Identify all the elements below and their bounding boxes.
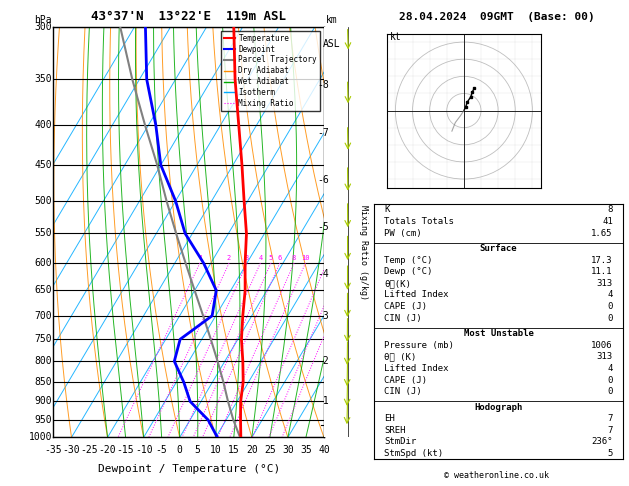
Text: K: K bbox=[384, 206, 389, 214]
Text: Hodograph: Hodograph bbox=[474, 403, 523, 412]
Text: Mixing Ratio (g/kg): Mixing Ratio (g/kg) bbox=[359, 205, 367, 300]
Text: 40: 40 bbox=[318, 445, 330, 455]
Text: 35: 35 bbox=[300, 445, 312, 455]
Text: 1006: 1006 bbox=[591, 341, 613, 350]
Text: 10: 10 bbox=[301, 255, 309, 261]
Legend: Temperature, Dewpoint, Parcel Trajectory, Dry Adiabat, Wet Adiabat, Isotherm, Mi: Temperature, Dewpoint, Parcel Trajectory… bbox=[221, 31, 320, 111]
Text: -5: -5 bbox=[317, 222, 329, 232]
Text: 350: 350 bbox=[35, 74, 52, 84]
Text: Lifted Index: Lifted Index bbox=[384, 364, 448, 373]
Text: CAPE (J): CAPE (J) bbox=[384, 376, 427, 384]
Text: 30: 30 bbox=[282, 445, 294, 455]
Text: -20: -20 bbox=[99, 445, 116, 455]
Text: 300: 300 bbox=[35, 22, 52, 32]
Text: 313: 313 bbox=[597, 352, 613, 362]
Text: 900: 900 bbox=[35, 397, 52, 406]
Text: 7: 7 bbox=[608, 414, 613, 423]
Text: θᴜ (K): θᴜ (K) bbox=[384, 352, 416, 362]
Text: 11.1: 11.1 bbox=[591, 267, 613, 277]
Text: 17.3: 17.3 bbox=[591, 256, 613, 265]
Text: -25: -25 bbox=[81, 445, 98, 455]
Text: 6: 6 bbox=[277, 255, 282, 261]
Text: 0: 0 bbox=[608, 313, 613, 323]
Text: 750: 750 bbox=[35, 334, 52, 344]
Text: 2: 2 bbox=[227, 255, 231, 261]
Text: EH: EH bbox=[384, 414, 395, 423]
Text: 1: 1 bbox=[198, 255, 202, 261]
Text: 15: 15 bbox=[228, 445, 240, 455]
Text: 600: 600 bbox=[35, 258, 52, 268]
Text: 500: 500 bbox=[35, 196, 52, 206]
Text: -8: -8 bbox=[317, 80, 329, 90]
Text: -5: -5 bbox=[156, 445, 167, 455]
Text: Most Unstable: Most Unstable bbox=[464, 329, 533, 338]
Text: -30: -30 bbox=[63, 445, 81, 455]
Text: 8: 8 bbox=[608, 206, 613, 214]
Text: -15: -15 bbox=[117, 445, 135, 455]
Text: 0: 0 bbox=[177, 445, 182, 455]
Text: Lifted Index: Lifted Index bbox=[384, 291, 448, 299]
Text: ASL: ASL bbox=[323, 39, 341, 49]
Text: 313: 313 bbox=[597, 279, 613, 288]
Text: θᴜ(K): θᴜ(K) bbox=[384, 279, 411, 288]
Text: 0: 0 bbox=[608, 376, 613, 384]
Text: Pressure (mb): Pressure (mb) bbox=[384, 341, 454, 350]
Text: 236°: 236° bbox=[591, 437, 613, 447]
Text: 20: 20 bbox=[246, 445, 258, 455]
Text: 10: 10 bbox=[210, 445, 221, 455]
Text: 5: 5 bbox=[608, 449, 613, 458]
Text: -35: -35 bbox=[45, 445, 62, 455]
Text: 1000: 1000 bbox=[28, 433, 52, 442]
Text: CIN (J): CIN (J) bbox=[384, 313, 422, 323]
Text: PW (cm): PW (cm) bbox=[384, 228, 422, 238]
Text: 0: 0 bbox=[608, 387, 613, 396]
Text: 650: 650 bbox=[35, 285, 52, 295]
Text: © weatheronline.co.uk: © weatheronline.co.uk bbox=[445, 471, 549, 480]
Text: 5: 5 bbox=[269, 255, 273, 261]
Text: -6: -6 bbox=[317, 175, 329, 185]
Text: -2: -2 bbox=[317, 356, 329, 366]
Text: 41: 41 bbox=[602, 217, 613, 226]
Text: Totals Totals: Totals Totals bbox=[384, 217, 454, 226]
Text: StmDir: StmDir bbox=[384, 437, 416, 447]
Text: -1: -1 bbox=[317, 397, 329, 406]
Text: 850: 850 bbox=[35, 377, 52, 387]
Text: Surface: Surface bbox=[480, 244, 517, 253]
Text: 28.04.2024  09GMT  (Base: 00): 28.04.2024 09GMT (Base: 00) bbox=[399, 12, 595, 22]
Text: 25: 25 bbox=[264, 445, 276, 455]
Text: -3: -3 bbox=[317, 311, 329, 321]
Text: 950: 950 bbox=[35, 415, 52, 425]
Text: LCL: LCL bbox=[335, 421, 350, 430]
Text: Dewpoint / Temperature (°C): Dewpoint / Temperature (°C) bbox=[97, 464, 280, 474]
Text: hPa: hPa bbox=[35, 15, 52, 25]
Text: 4: 4 bbox=[259, 255, 262, 261]
Text: km: km bbox=[326, 15, 338, 25]
Text: 1.65: 1.65 bbox=[591, 228, 613, 238]
Text: 43°37'N  13°22'E  119m ASL: 43°37'N 13°22'E 119m ASL bbox=[91, 10, 286, 23]
Text: CIN (J): CIN (J) bbox=[384, 387, 422, 396]
Text: 7: 7 bbox=[608, 426, 613, 435]
Text: 0: 0 bbox=[608, 302, 613, 311]
Text: 700: 700 bbox=[35, 311, 52, 321]
Text: 550: 550 bbox=[35, 228, 52, 239]
Text: 15: 15 bbox=[323, 255, 331, 261]
Text: SREH: SREH bbox=[384, 426, 406, 435]
Text: 800: 800 bbox=[35, 356, 52, 366]
Text: Temp (°C): Temp (°C) bbox=[384, 256, 433, 265]
Text: 5: 5 bbox=[195, 445, 201, 455]
Text: -10: -10 bbox=[135, 445, 152, 455]
Text: 400: 400 bbox=[35, 120, 52, 130]
Text: -7: -7 bbox=[317, 128, 329, 139]
Text: CAPE (J): CAPE (J) bbox=[384, 302, 427, 311]
Text: 8: 8 bbox=[292, 255, 296, 261]
Text: 4: 4 bbox=[608, 291, 613, 299]
Text: -4: -4 bbox=[317, 269, 329, 279]
Text: 450: 450 bbox=[35, 160, 52, 170]
Text: StmSpd (kt): StmSpd (kt) bbox=[384, 449, 443, 458]
Text: 3: 3 bbox=[245, 255, 249, 261]
Text: kt: kt bbox=[390, 32, 402, 42]
Text: Dewp (°C): Dewp (°C) bbox=[384, 267, 433, 277]
Text: 4: 4 bbox=[608, 364, 613, 373]
